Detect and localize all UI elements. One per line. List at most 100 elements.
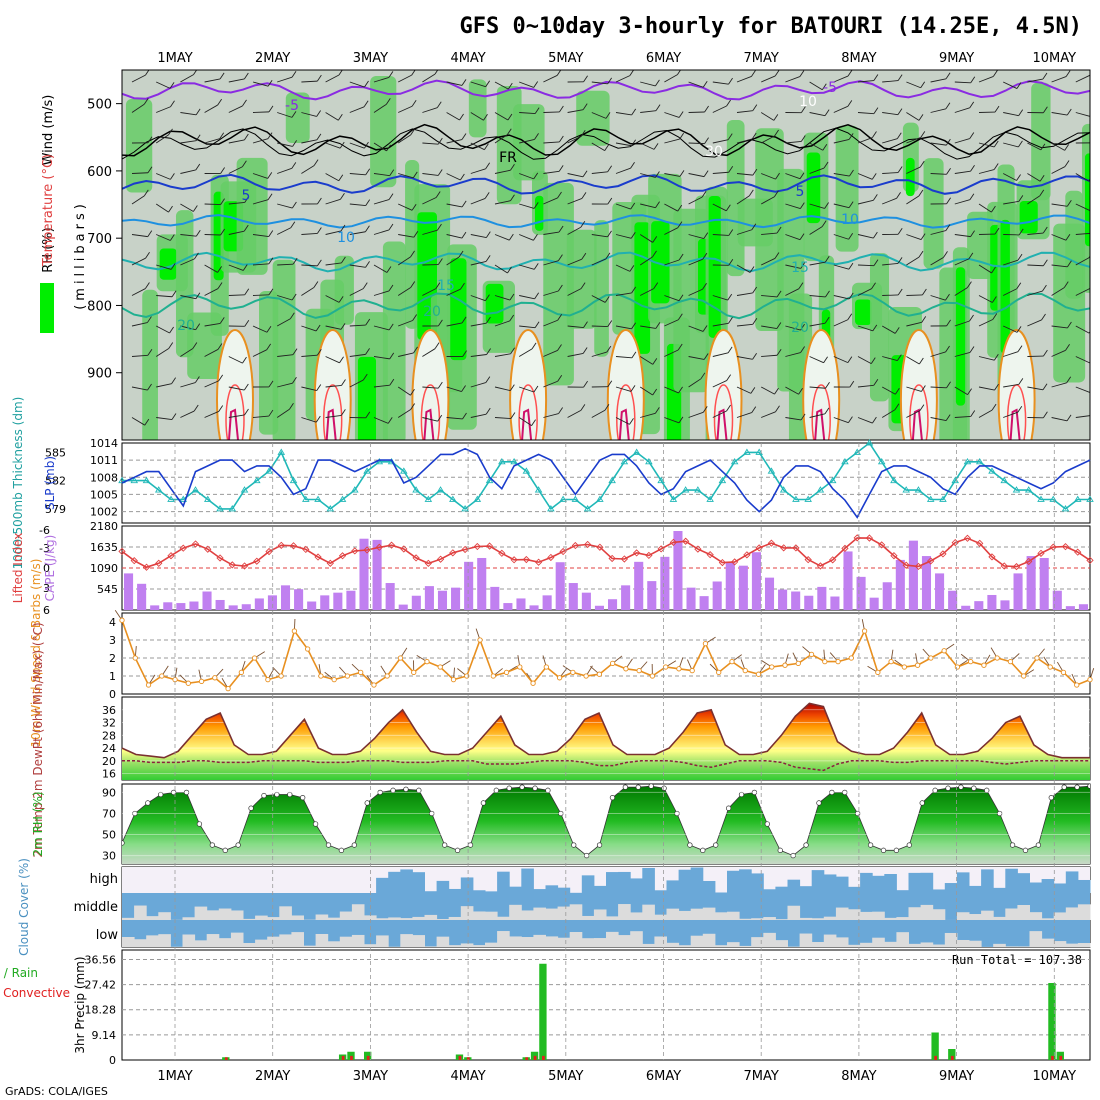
wind-barb-flag [751, 70, 756, 77]
wind-barb-flag [945, 224, 951, 231]
wind-barb-flag [677, 70, 682, 75]
svg-text:RH (%): RH (%) [41, 227, 56, 272]
wind-barb [736, 264, 751, 273]
rh-point [390, 787, 396, 793]
wind-barb-flag [266, 326, 272, 333]
wind-barb-flag [557, 375, 563, 382]
cloud-high-bar [497, 871, 510, 893]
cloud-clear-bar [654, 914, 667, 920]
wind-barb-flag [630, 385, 636, 392]
wind-speed-point [795, 660, 801, 667]
wind-barb [397, 74, 412, 83]
wind-barb [1003, 200, 1019, 205]
wind-barb-flag [703, 353, 709, 360]
wind-barb-flag [726, 404, 731, 412]
wind-barb-flag [534, 107, 540, 114]
wind-barb-flag [195, 292, 201, 299]
wind-barb-flag [580, 404, 586, 411]
wind-barb [470, 168, 486, 174]
rh-point [122, 840, 125, 846]
wind-barb-flag [509, 314, 515, 322]
wind-barb [930, 417, 947, 422]
wind-barb [906, 410, 921, 418]
cloud-clear-bar [606, 916, 619, 920]
slp-tick-label: 1005 [90, 488, 118, 501]
wind-barb-flag [897, 257, 903, 264]
wind-barb-flag [727, 133, 733, 140]
lifted-index-point [731, 558, 739, 566]
wind-barb-flag [145, 251, 150, 259]
cape-bar [150, 605, 160, 610]
rh-point [997, 810, 1003, 817]
rh-point [287, 791, 293, 798]
dewpoint-line [122, 760, 1090, 772]
wind-speed-point [490, 673, 496, 679]
cloud-clear-bar [920, 942, 934, 947]
wind-barb [204, 138, 220, 144]
wind-barb-flag [750, 387, 756, 394]
wind-barb-flag [486, 348, 491, 355]
date-label-top: 2MAY [255, 51, 290, 66]
wind-barb [567, 258, 583, 266]
wind-barb-flag [800, 346, 805, 353]
thickness-point [412, 486, 420, 493]
precip-bars [222, 963, 1064, 1060]
wind-barb-flag [700, 372, 706, 380]
temperature-tick-label: 28 [102, 729, 116, 742]
wind-speed-point [1007, 658, 1014, 665]
lifted-index-point [657, 545, 665, 553]
wind-barb-flag [389, 352, 395, 360]
rh-mid-cell [967, 211, 994, 280]
cloud-clear-bar [146, 916, 159, 920]
wind-barb-flag [485, 376, 491, 383]
precip-tick-label: 27.42 [85, 979, 117, 992]
rh-point [532, 785, 538, 791]
date-label-bottom: 9MAY [939, 1069, 974, 1084]
lifted-index-point [191, 540, 200, 548]
wind-barb-flag [289, 312, 295, 319]
wind-barb-flag [872, 194, 878, 201]
wind-barb [615, 112, 632, 116]
wind-barb [736, 229, 752, 235]
wind-barb [1051, 142, 1065, 151]
cloud-clear-bar [763, 932, 776, 947]
slp-line [121, 447, 1091, 519]
wind-barb-flag [508, 233, 514, 241]
wind-barb [809, 386, 826, 389]
cloud-clear-bar [848, 909, 861, 920]
wind-barb [591, 351, 607, 357]
wind-barb [1003, 142, 1019, 148]
cloud-high-bar [424, 891, 438, 893]
cloud-clear-bar [303, 945, 317, 947]
rh-point [429, 810, 435, 817]
wind-barb-flag [412, 171, 418, 179]
wind-barb [543, 141, 560, 144]
hot-contour [618, 408, 630, 440]
cloud-high-bar [944, 883, 958, 893]
wind-barb [422, 107, 438, 113]
pressure-tick-label: 900 [87, 367, 112, 382]
wind-barb-flag [557, 314, 563, 321]
wind-barb [228, 414, 245, 418]
date-label-bottom: 3MAY [353, 1069, 388, 1084]
thickness-point [326, 505, 335, 512]
wind-barb [1027, 173, 1041, 182]
precip-grid [122, 958, 1090, 1036]
wind-barb-flag [411, 204, 417, 211]
wind-barb-flag [677, 313, 683, 320]
wind-speed-point [808, 651, 815, 658]
wind-barb [543, 170, 560, 174]
wind-barb [978, 386, 995, 391]
wind-speed-point [238, 669, 244, 676]
wind-barb-flag [629, 265, 635, 272]
lifted-index-point [228, 561, 236, 569]
cloud-high-bar [775, 886, 788, 893]
cloud-high-bar [799, 886, 813, 893]
date-label-top: 7MAY [744, 51, 779, 66]
lifted-index-point [216, 554, 224, 562]
wind-speed-point [609, 660, 616, 667]
wind-barb-flag [774, 387, 779, 395]
wind-barb [446, 81, 463, 86]
contour-label: 5 [242, 188, 251, 204]
